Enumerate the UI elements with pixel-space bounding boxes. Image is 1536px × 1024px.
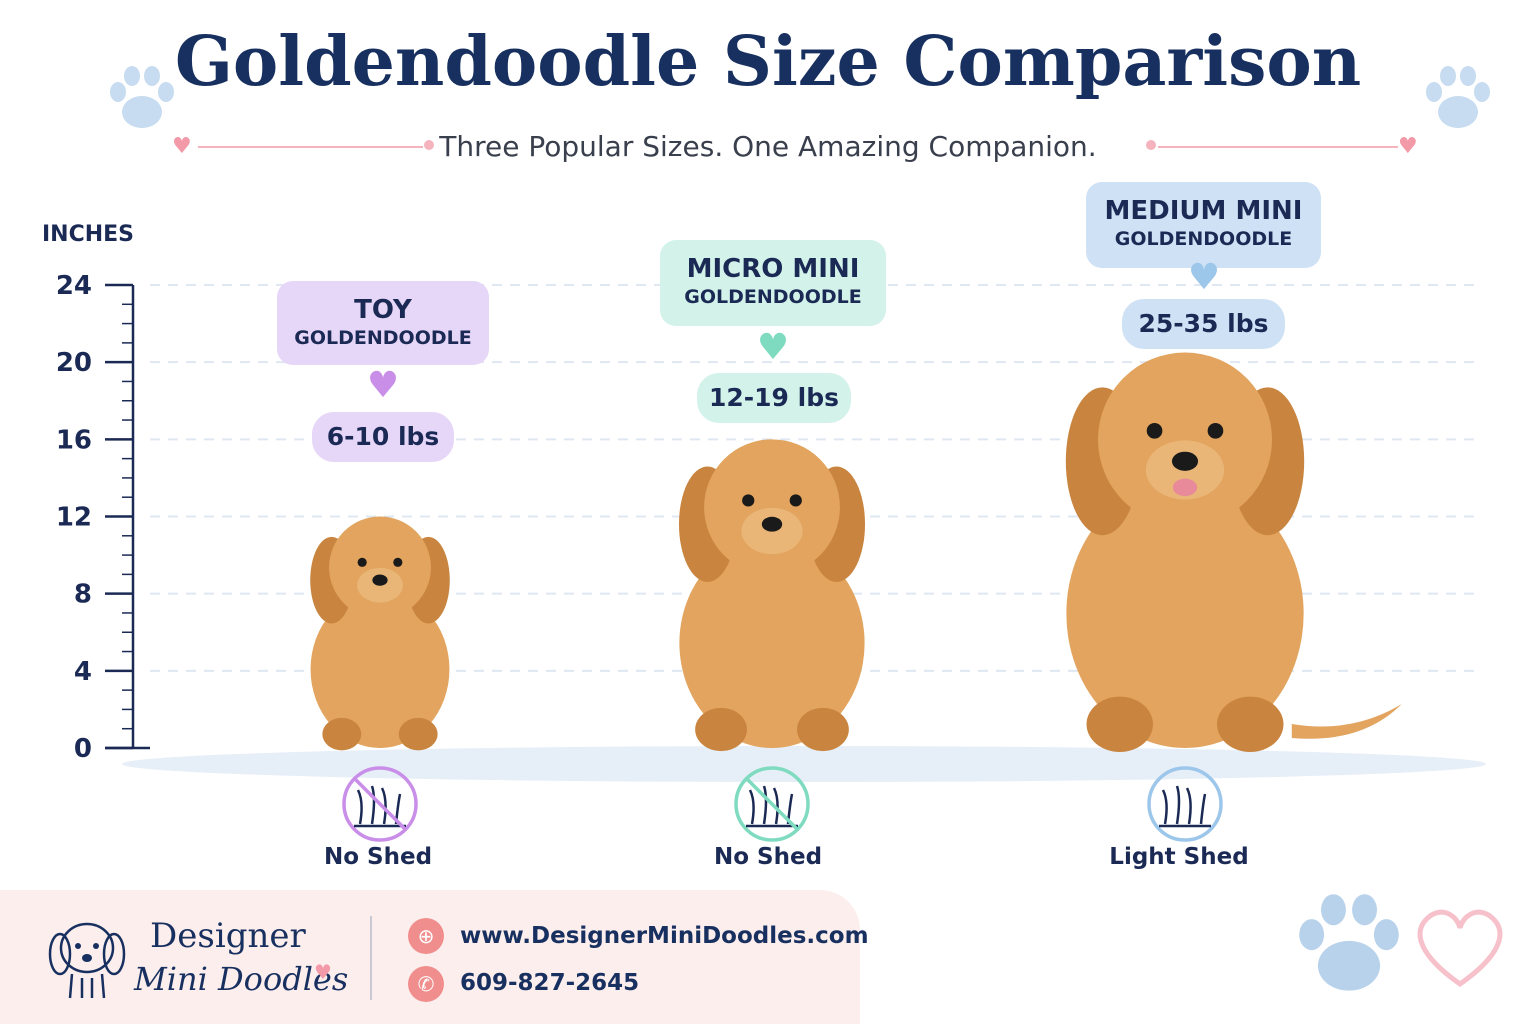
dog-paw <box>1217 696 1284 752</box>
y-tick-label: 0 <box>74 734 92 764</box>
weight-badge-medium-mini: 25-35 lbs <box>1122 299 1285 349</box>
dog-eye <box>1207 422 1224 439</box>
paw-icon <box>110 66 174 128</box>
brand-name-script: Mini Doodles <box>134 960 349 998</box>
website-link[interactable]: www.DesignerMiniDoodles.com <box>460 923 869 949</box>
phone-number[interactable]: 609-827-2645 <box>460 970 640 996</box>
shed-icon-ring <box>1147 766 1223 842</box>
heart-icon: ♥ <box>366 365 400 406</box>
weight-badge-toy: 6-10 lbs <box>312 412 454 462</box>
dog-head <box>704 439 840 576</box>
bars <box>310 352 1402 752</box>
category-name: TOY <box>354 295 412 325</box>
size-chart: INCHES 0 4 8 12 16 20 24 <box>42 222 1486 842</box>
dog-paw <box>398 717 438 751</box>
divider-dot <box>424 140 434 150</box>
heart-icon: ♥ <box>314 960 332 984</box>
dog-paw <box>322 717 362 751</box>
shed-icon-slash <box>745 777 799 831</box>
dog-nose <box>372 574 388 586</box>
y-tick-label: 24 <box>56 271 92 301</box>
category-label-toy: TOY GOLDENDOODLE <box>277 281 489 365</box>
heart-outline-icon <box>1417 909 1503 988</box>
no-shed-icon <box>734 766 810 842</box>
fur-strands <box>1159 785 1211 828</box>
page-subtitle: Three Popular Sizes. One Amazing Compani… <box>439 130 1097 163</box>
fur-strands <box>354 785 406 828</box>
category-type: GOLDENDOODLE <box>294 327 472 349</box>
heart-icon: ♥ <box>756 327 790 368</box>
dog-eye <box>742 494 755 507</box>
dog-nose <box>761 516 783 532</box>
y-tick-label: 12 <box>56 503 92 533</box>
dog-head <box>329 516 431 619</box>
category-label-medium-mini: MEDIUM MINI GOLDENDOODLE <box>1086 182 1321 268</box>
category-type: GOLDENDOODLE <box>1114 228 1293 250</box>
shed-icon-slash <box>353 777 407 831</box>
dog-eye <box>789 494 802 507</box>
dog-body <box>679 538 865 748</box>
shed-label-toy: No Shed <box>323 844 433 870</box>
no-shed-icon <box>342 766 418 842</box>
dog-tongue <box>1172 478 1198 497</box>
weight-badge-micro-mini: 12-19 lbs <box>697 373 851 423</box>
bar-dog-0 <box>310 516 450 751</box>
y-tick-label: 16 <box>56 425 92 455</box>
dog-paw <box>695 707 747 752</box>
category-label-micro-mini: MICRO MINI GOLDENDOODLE <box>660 240 886 326</box>
dog-paw <box>1086 696 1153 752</box>
dog-body <box>310 590 450 748</box>
footer-divider <box>370 916 372 1000</box>
brand-logo <box>48 922 126 999</box>
brand-name: Designer <box>150 916 306 956</box>
paw-icon <box>1299 894 1399 991</box>
light-shed-icon <box>1147 766 1223 842</box>
shed-icon-ring <box>734 766 810 842</box>
shed-label-micro-mini: No Shed <box>713 844 823 870</box>
paw-icon <box>1426 66 1490 128</box>
dog-eye <box>357 557 367 567</box>
bar-dog-1 <box>678 439 866 752</box>
dog-paw <box>797 707 849 752</box>
y-axis: 0 4 8 12 16 20 24 <box>56 271 150 764</box>
dog-head <box>1097 352 1273 527</box>
heart-icon: ♥ <box>172 134 192 159</box>
divider <box>1158 146 1398 148</box>
category-type: GOLDENDOODLE <box>684 286 862 308</box>
fur-strands <box>746 785 798 828</box>
heart-icon: ♥ <box>1398 134 1418 159</box>
page-title: Goldendoodle Size Comparison <box>174 22 1362 102</box>
shed-icon-ring <box>342 766 418 842</box>
divider-dot <box>1146 140 1156 150</box>
shed-label-medium-mini: Light Shed <box>1109 844 1249 870</box>
y-axis-title: INCHES <box>42 222 134 247</box>
category-name: MICRO MINI <box>686 254 860 284</box>
globe-icon: ⊕ <box>408 918 444 954</box>
dog-eye <box>393 557 403 567</box>
dog-tail <box>1291 704 1402 739</box>
dog-body <box>1066 479 1304 748</box>
bar-dog-2 <box>1065 352 1402 752</box>
dog-eye <box>1146 422 1163 439</box>
divider <box>198 146 423 148</box>
phone-icon: ✆ <box>408 966 444 1002</box>
subtitle-row: ♥ Three Popular Sizes. One Amazing Compa… <box>0 126 1536 170</box>
footer: Designer Mini Doodles ♥ ⊕ www.DesignerMi… <box>0 890 869 1024</box>
y-tick-label: 20 <box>56 348 92 378</box>
heart-icon: ♥ <box>1187 257 1221 298</box>
y-tick-label: 4 <box>74 657 92 687</box>
y-tick-label: 8 <box>74 580 92 610</box>
category-name: MEDIUM MINI <box>1104 196 1303 226</box>
dog-nose <box>1171 451 1199 471</box>
floor-shadow <box>122 746 1486 782</box>
shed-icons <box>342 766 1223 842</box>
